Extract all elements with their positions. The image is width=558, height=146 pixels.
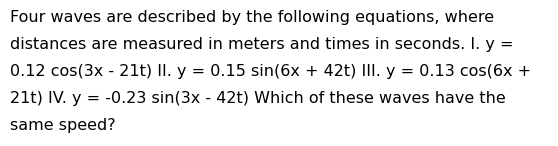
Text: 0.12 cos(3x - 21t) II. y = 0.15 sin(6x + 42t) III. y = 0.13 cos(6x +: 0.12 cos(3x - 21t) II. y = 0.15 sin(6x +… <box>10 64 531 79</box>
Text: distances are measured in meters and times in seconds. I. y =: distances are measured in meters and tim… <box>10 37 513 52</box>
Text: same speed?: same speed? <box>10 118 116 133</box>
Text: 21t) IV. y = -0.23 sin(3x - 42t) Which of these waves have the: 21t) IV. y = -0.23 sin(3x - 42t) Which o… <box>10 91 506 106</box>
Text: Four waves are described by the following equations, where: Four waves are described by the followin… <box>10 10 494 25</box>
